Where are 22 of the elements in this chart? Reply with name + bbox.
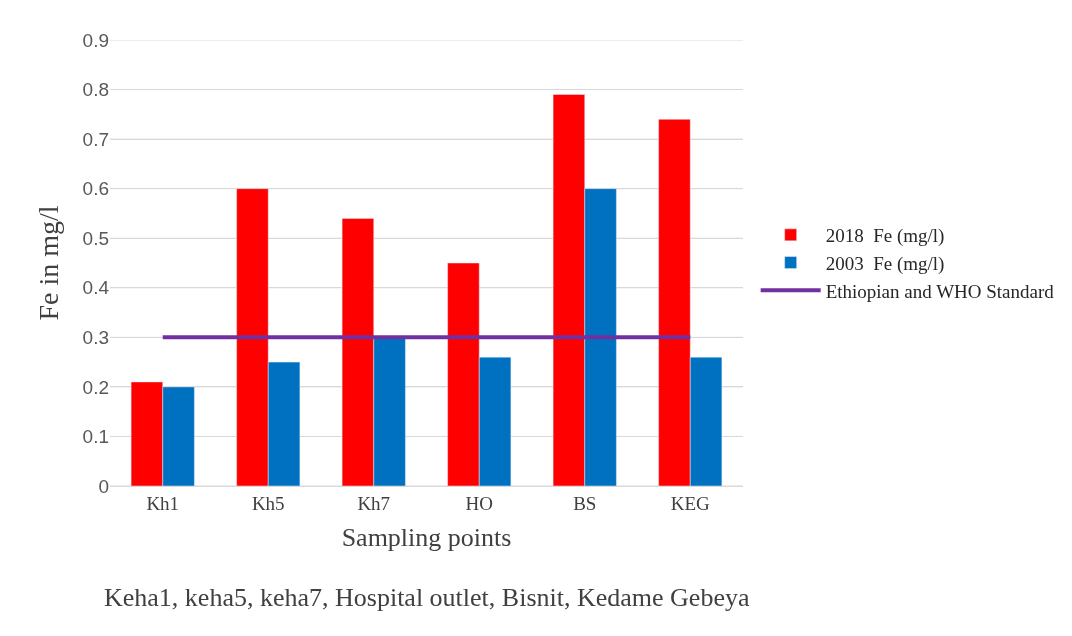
y-tick-label: 0.8 <box>82 79 109 101</box>
y-tick-label: 0.6 <box>82 178 109 200</box>
y-tick-label: 0.1 <box>82 426 109 448</box>
x-tick-label: Kh7 <box>357 492 391 514</box>
y-axis-title: Fe in mg/l <box>33 205 65 321</box>
y-tick-label: 0.5 <box>82 227 109 249</box>
legend-label: 2018 Fe (mg/l) <box>825 225 945 248</box>
legend-label: Ethiopian and WHO Standard <box>825 280 1055 302</box>
x-tick-label: HO <box>465 492 493 514</box>
y-tick-label: 0.9 <box>82 29 109 51</box>
x-tick-label: Kh5 <box>251 492 285 514</box>
y-tick-label: 0.2 <box>82 376 109 398</box>
text: Keha1, keha5, keha7, Hospital outlet, Bisnit, Kedame Gebeya <box>104 583 750 612</box>
y-tick-label: 0 <box>98 475 109 497</box>
x-axis-title: Sampling points <box>341 523 512 553</box>
y-tick-label: 0.3 <box>82 326 109 348</box>
y-tick-label: 0.7 <box>82 128 109 150</box>
x-tick-label: Kh1 <box>146 492 180 514</box>
y-tick-label: 0.4 <box>82 277 110 299</box>
x-tick-label: BS <box>573 492 597 514</box>
legend-label: 2003 Fe (mg/l) <box>825 252 945 275</box>
x-tick-label: KEG <box>670 492 711 514</box>
